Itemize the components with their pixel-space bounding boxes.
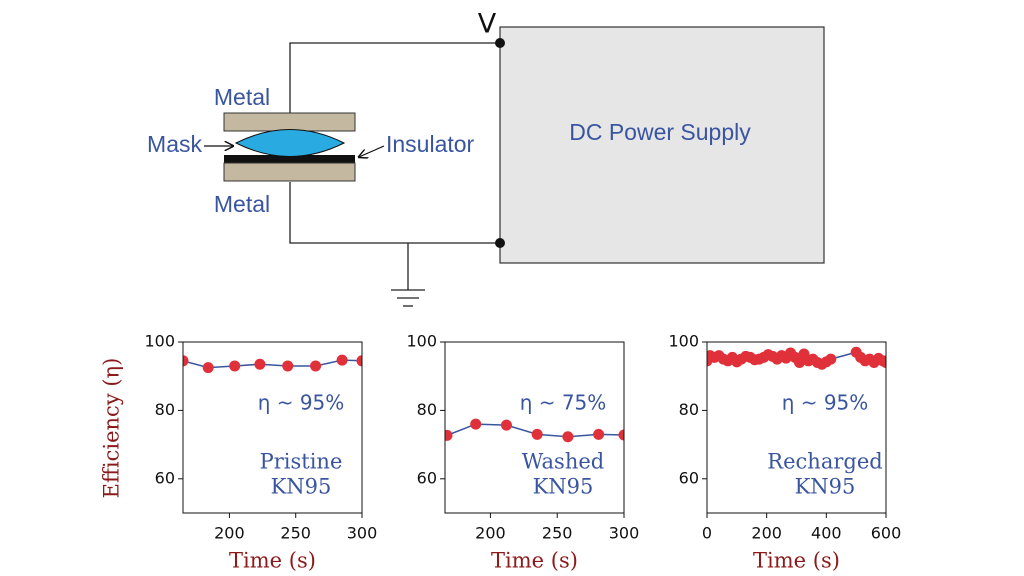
- power-supply-box: [499, 26, 825, 264]
- supply-label: DC Power Supply: [569, 119, 751, 145]
- y-tick-label: 60: [155, 468, 175, 487]
- chart: 60 80 100 200 250 300 Time (s) η ~ 75% WashedKN9…: [406, 332, 639, 573]
- data-point: [825, 353, 837, 365]
- plot-frame: [444, 341, 625, 514]
- data-point: [445, 429, 453, 441]
- annotation: η ~ 75%: [520, 391, 607, 415]
- metal-plate: [223, 112, 356, 132]
- chart: 60 80 100 0 200 400 600 Time (s) η ~ 95% Recharge…: [668, 332, 901, 573]
- sample-label: Recharged: [767, 450, 882, 474]
- y-tick-label: 80: [155, 400, 175, 419]
- data-point: [562, 431, 574, 443]
- x-tick-label: 200: [751, 524, 782, 543]
- data-point: [356, 355, 362, 367]
- y-tick-label: 80: [417, 400, 437, 419]
- sample-label: KN95: [533, 475, 594, 499]
- data-point: [531, 428, 543, 440]
- data-point: [254, 358, 266, 370]
- plot-frame: [706, 341, 887, 514]
- data-point: [793, 357, 805, 369]
- data-point: [336, 354, 348, 366]
- y-tick-label: 60: [417, 468, 437, 487]
- x-tick-label: 200: [475, 524, 506, 543]
- y-tick-label: 60: [679, 468, 699, 487]
- x-tick-label: 250: [280, 524, 311, 543]
- data-point: [282, 360, 294, 372]
- plot-frame: [182, 341, 363, 514]
- x-axis-label: Time (s): [229, 549, 316, 573]
- sample-label: Washed: [522, 450, 604, 474]
- data-point: [229, 360, 241, 372]
- data-point: [202, 362, 214, 374]
- x-axis-label: Time (s): [491, 549, 578, 573]
- metal-plate: [223, 162, 356, 182]
- data-point: [593, 428, 605, 440]
- wire: [289, 182, 500, 244]
- sample-label: Pristine: [260, 450, 343, 474]
- plate-label: Metal: [214, 84, 270, 110]
- y-tick-label: 100: [668, 332, 699, 351]
- annotation: η ~ 95%: [258, 391, 345, 415]
- x-tick-label: 300: [347, 524, 378, 543]
- mask-shape: [234, 129, 346, 157]
- x-tick-label: 600: [871, 524, 902, 543]
- data-point: [183, 355, 189, 367]
- y-axis-label: Efficiency (η): [100, 358, 124, 499]
- data-point: [618, 429, 624, 441]
- data-point: [500, 419, 512, 431]
- y-tick-label: 80: [679, 400, 699, 419]
- x-tick-label: 0: [702, 524, 712, 543]
- voltage-label: V: [478, 9, 497, 40]
- chart: 60 80 100 200 250 300 Time (s) Efficiency (η) η …: [100, 332, 378, 573]
- mask-label: Mask: [147, 131, 202, 157]
- plate-label: Metal: [214, 191, 270, 217]
- insulator-layer: [224, 155, 355, 163]
- x-tick-label: 300: [609, 524, 640, 543]
- wire: [289, 42, 500, 113]
- insulator-label: Insulator: [386, 131, 475, 157]
- y-tick-label: 100: [144, 332, 175, 351]
- x-axis-label: Time (s): [753, 549, 840, 573]
- charts: 60 80 100 200 250 300 Time (s) Efficiency (η) η …: [100, 332, 902, 573]
- data-point: [880, 357, 886, 369]
- annotation: η ~ 95%: [782, 391, 869, 415]
- data-point: [470, 418, 482, 430]
- x-tick-label: 250: [542, 524, 573, 543]
- x-tick-label: 400: [811, 524, 842, 543]
- circuit-diagram: V DC Power Supply Metal Metal Mask Insul…: [147, 9, 825, 307]
- data-point: [310, 360, 322, 372]
- arrow: [359, 145, 385, 157]
- terminal: [495, 38, 505, 48]
- terminal: [495, 238, 505, 248]
- sample-label: KN95: [795, 475, 856, 499]
- y-tick-label: 100: [406, 332, 437, 351]
- x-tick-label: 200: [214, 524, 245, 543]
- sample-label: KN95: [271, 475, 332, 499]
